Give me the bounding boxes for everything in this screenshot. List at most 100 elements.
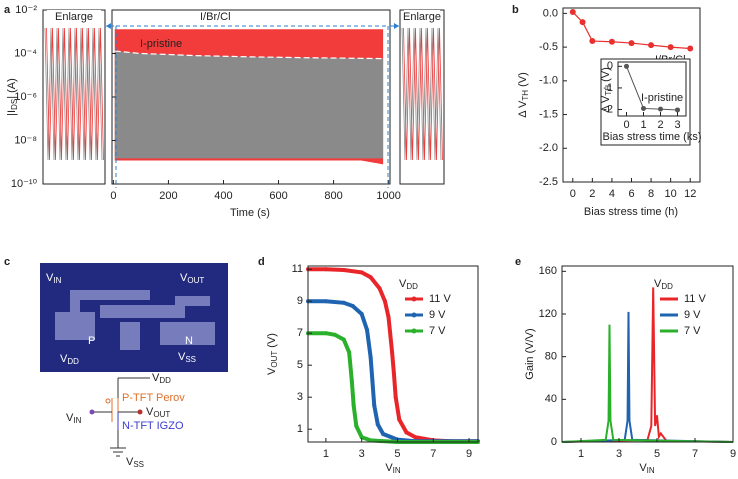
- y-axis-label: VOUT (V): [266, 333, 279, 375]
- x-tick-label: 1000: [376, 190, 400, 202]
- data-point: [648, 42, 655, 49]
- y-tick-label: 3: [297, 391, 303, 403]
- series-line: [561, 324, 734, 443]
- data-point: [347, 350, 352, 355]
- y-tick-label: 7: [297, 327, 303, 339]
- device-photo: [40, 263, 228, 372]
- panel-letter: d: [258, 256, 265, 268]
- legend-title-part: DD: [406, 282, 418, 291]
- y-tick-label: -1.5: [539, 108, 558, 120]
- annotation: Enlarge: [403, 11, 441, 23]
- data-point: [390, 350, 395, 355]
- y-tick-label: 10⁻¹⁰: [11, 178, 38, 190]
- y-tick-label: -0.5: [539, 41, 558, 53]
- data-point: [641, 105, 646, 111]
- y-tick-label: 10⁻⁴: [14, 47, 37, 59]
- panel-letter: a: [4, 4, 11, 16]
- envelope-line: [114, 50, 384, 60]
- photo-label-part: V: [178, 351, 186, 363]
- schematic-label: P-TFT Perov: [122, 392, 185, 404]
- y-tick-label: 0.0: [543, 7, 558, 19]
- y-tick-label: -1: [603, 82, 613, 94]
- data-point: [386, 315, 391, 320]
- y-tick-label: 10⁻⁸: [14, 134, 37, 146]
- x-tick-label: 200: [159, 190, 177, 202]
- schematic-label-part: V: [66, 412, 74, 424]
- panel-letter: e: [515, 256, 521, 268]
- y-axis-label-part: TH: [604, 85, 613, 96]
- panel-letter: c: [4, 256, 10, 268]
- data-point: [349, 379, 354, 384]
- legend-swatch-dot: [411, 312, 417, 318]
- photo-label: VSS: [178, 351, 196, 364]
- y-tick-label: 11: [292, 263, 303, 275]
- x-tick-label: 2: [657, 119, 663, 131]
- y-tick-label: 40: [545, 393, 557, 405]
- x-axis-label-part: IN: [393, 466, 401, 475]
- data-point: [579, 19, 586, 26]
- y-tick-label: 5: [297, 359, 303, 371]
- x-tick-label: 600: [269, 190, 287, 202]
- photo-label: N: [185, 335, 193, 347]
- x-tick-label: 6: [628, 188, 634, 200]
- data-point: [628, 40, 635, 47]
- legend-title: VDD: [399, 278, 418, 291]
- data-point: [341, 337, 346, 342]
- data-point: [354, 424, 359, 428]
- x-tick-label: 1: [578, 448, 584, 460]
- photo-label-part: SS: [185, 355, 196, 364]
- photo-label-part: V: [60, 353, 68, 365]
- schematic-label: N-TFT IGZO: [122, 420, 184, 432]
- photo-label-part: DD: [67, 357, 79, 366]
- series-line: [572, 11, 691, 50]
- x-tick-label: 5: [394, 448, 400, 460]
- data-point: [368, 438, 373, 443]
- data-point: [658, 106, 663, 112]
- data-point: [341, 268, 346, 272]
- data-point: [332, 332, 337, 337]
- data-point: [359, 312, 364, 316]
- schematic-label-part: DD: [159, 376, 171, 385]
- inset-box: [600, 58, 691, 146]
- legend-title-part: V: [654, 278, 662, 290]
- data-point: [675, 107, 680, 113]
- series-line: [561, 287, 734, 443]
- data-point: [667, 44, 674, 51]
- data-point: [351, 403, 356, 408]
- x-axis-label-part: V: [385, 462, 393, 474]
- y-tick-label: -2.5: [539, 176, 558, 188]
- x-tick-label: 12: [684, 188, 696, 200]
- legend-swatch-dot: [411, 296, 417, 302]
- photo-label-part: IN: [53, 276, 61, 285]
- schematic-label-part: IN: [73, 416, 81, 425]
- x-tick-label: 10: [665, 188, 677, 200]
- y-tick-label: -2: [603, 103, 613, 115]
- p-bubble: [105, 398, 111, 404]
- x-tick-label: 1: [323, 448, 329, 460]
- x-axis-label: Time (s): [230, 207, 270, 219]
- photo-label-part: V: [180, 272, 188, 284]
- x-tick-label: 5: [654, 448, 660, 460]
- x-tick-label: 7: [430, 448, 436, 460]
- legend-title: VDD: [654, 278, 673, 291]
- data-point: [350, 304, 355, 308]
- y-axis-label: Gain (V/V): [524, 328, 536, 379]
- data-point: [368, 275, 373, 280]
- x-tick-label: 0: [570, 188, 576, 200]
- data-point: [687, 45, 694, 52]
- data-point: [393, 395, 398, 400]
- x-tick-label: 2: [589, 188, 595, 200]
- schematic-label-part: V: [152, 372, 160, 384]
- x-axis-label: VIN: [385, 462, 401, 475]
- x-axis-label: Bias stress time (h): [584, 206, 678, 218]
- schematic-label-part: V: [126, 456, 134, 468]
- data-point: [382, 299, 387, 304]
- y-axis-label: Δ VTH (V): [600, 67, 613, 113]
- plot-frame: [561, 265, 734, 443]
- data-point: [359, 270, 364, 275]
- x-axis-label: VIN: [639, 462, 655, 475]
- series-line: [626, 66, 678, 111]
- y-axis-label: |IDS| (A): [6, 78, 19, 116]
- zoom-arrowhead: [106, 23, 111, 29]
